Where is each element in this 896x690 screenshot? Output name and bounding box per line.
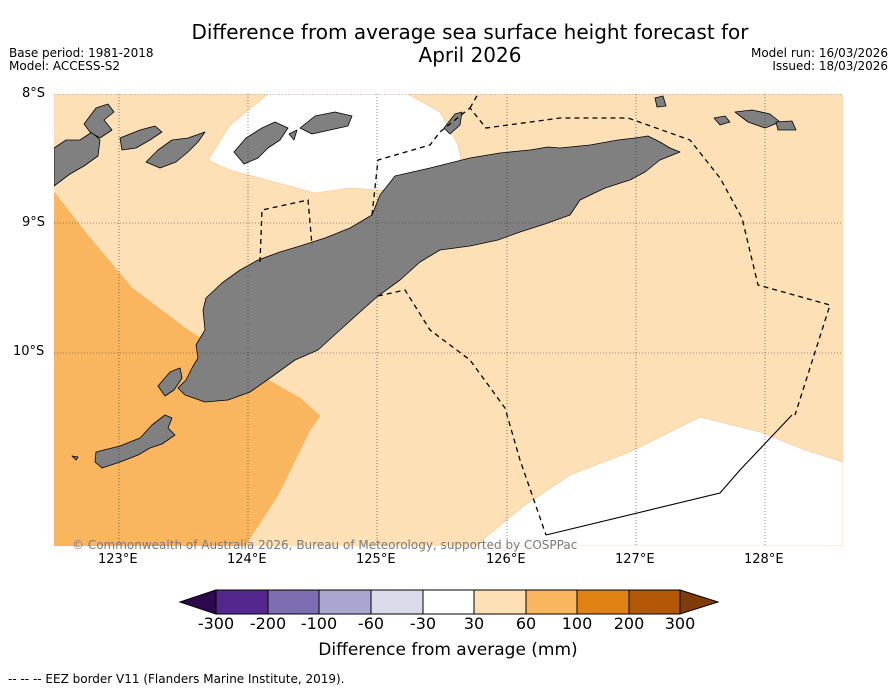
lon-label-127e: 127°E	[615, 552, 655, 567]
colorbar-title: Difference from average (mm)	[318, 640, 578, 660]
small-island-2	[654, 95, 667, 108]
colorbar-bin	[473, 589, 527, 615]
lon-label-124e: 124°E	[227, 552, 267, 567]
colorbar-tick: -300	[197, 614, 235, 633]
lon-label-126e: 126°E	[486, 552, 526, 567]
colorbar-bin	[576, 589, 630, 615]
eez-border	[259, 94, 831, 536]
lomblen-island	[145, 131, 206, 169]
colorbar-tick: -200	[249, 614, 287, 633]
small-island-7	[71, 455, 79, 461]
copyright-notice: © Commonwealth of Australia 2026, Bureau…	[72, 538, 578, 552]
lon-label-125e: 125°E	[356, 552, 396, 567]
small-island-4	[775, 120, 797, 131]
colorbar-tick: 200	[613, 614, 645, 633]
model-name: Model: ACCESS-S2	[9, 59, 121, 73]
colorbar-extend-low	[178, 589, 217, 615]
small-island-6	[288, 129, 298, 141]
meta-left: Base period: 1981-2018 Model: ACCESS-S2	[9, 47, 154, 73]
rote-island	[94, 414, 176, 469]
colorbar-tick: -30	[409, 614, 437, 633]
base-period: Base period: 1981-2018	[9, 46, 154, 60]
colorbar-tick: 100	[561, 614, 593, 633]
semau-island	[157, 367, 183, 397]
colorbar-bin	[628, 589, 681, 615]
lat-label-9s: 9°S	[22, 215, 46, 230]
sea-neutral-band-north	[207, 94, 466, 194]
land-masses	[54, 95, 797, 469]
atauro-island	[299, 111, 353, 135]
colorbar-bin	[370, 589, 424, 615]
title-line-1: Difference from average sea surface heig…	[191, 20, 749, 44]
meta-right: Model run: 16/03/2026 Issued: 18/03/2026	[751, 47, 888, 73]
flores-island	[54, 131, 101, 187]
small-island-5	[713, 115, 731, 126]
lon-label-123e: 123°E	[98, 552, 138, 567]
colorbar-tick: -60	[357, 614, 385, 633]
sea-neutral-band-south	[474, 416, 843, 546]
lat-label-8s: 8°S	[22, 86, 46, 101]
title-line-2: April 2026	[418, 43, 522, 67]
lon-label-128e: 128°E	[744, 552, 784, 567]
eez-legend-note: -- -- -- EEZ border V11 (Flanders Marine…	[8, 672, 345, 686]
alor-island	[119, 125, 163, 151]
colorbar-bin	[525, 589, 578, 615]
wetar-island	[233, 121, 289, 165]
model-run: Model run: 16/03/2026	[750, 46, 888, 60]
colorbar-bin	[422, 589, 475, 615]
colorbar-tick: 30	[463, 614, 485, 633]
colorbar	[178, 589, 720, 615]
issued-date: Issued: 18/03/2026	[772, 59, 888, 73]
pantar-island	[83, 103, 115, 139]
colorbar-extend-high	[679, 589, 720, 615]
timor-island	[177, 135, 681, 403]
colorbar-tick: 60	[515, 614, 537, 633]
colorbar-bin	[215, 589, 269, 615]
colorbar-tick: -100	[300, 614, 338, 633]
colorbar-bin	[318, 589, 372, 615]
colorbar-bin	[267, 589, 320, 615]
lat-label-10s: 10°S	[13, 344, 45, 359]
colorbar-tick: 300	[664, 614, 696, 633]
